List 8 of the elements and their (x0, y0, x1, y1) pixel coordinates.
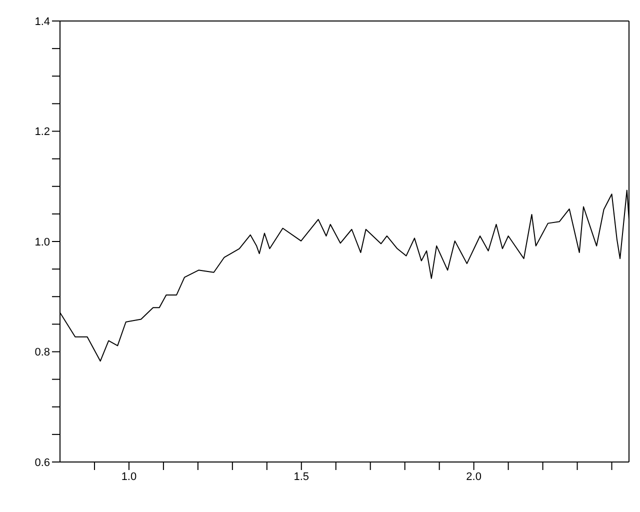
y-tick-label: 1.4 (34, 16, 50, 28)
y-tick-label: 1.0 (34, 236, 50, 248)
x-tick-label: 2.0 (466, 470, 482, 483)
x-tick-label: 1.5 (294, 470, 310, 483)
y-tick-label: 0.6 (34, 456, 50, 469)
y-tick-label: 0.8 (34, 346, 50, 359)
y-tick-label: 1.2 (34, 126, 50, 138)
x-tick-label: 1.0 (121, 470, 137, 483)
